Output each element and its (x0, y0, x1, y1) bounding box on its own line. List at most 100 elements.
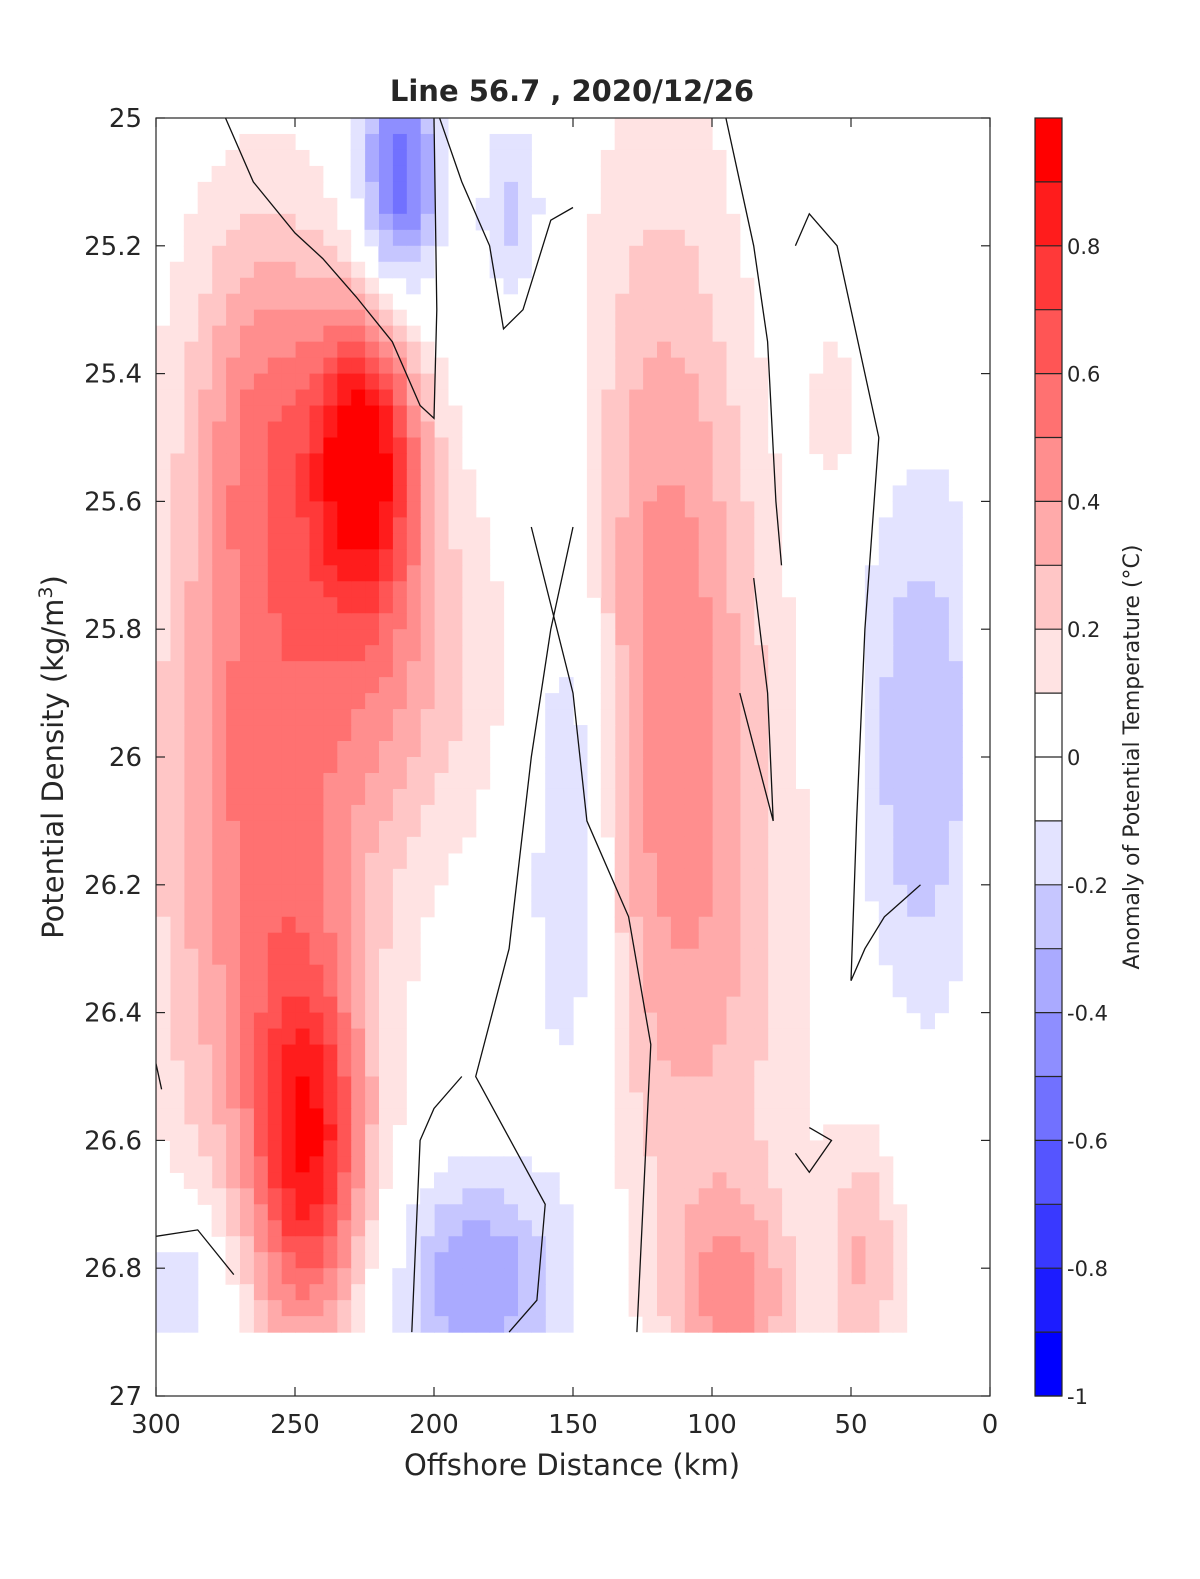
field-cell (364, 1028, 379, 1046)
field-cell (392, 1044, 407, 1062)
field-cell (670, 820, 685, 838)
field-cell (239, 325, 254, 343)
field-cell (364, 1012, 379, 1030)
x-tick-label: 100 (687, 1410, 737, 1440)
field-cell (670, 964, 685, 982)
field-cell (573, 916, 588, 934)
field-cell (614, 565, 630, 582)
field-cell (642, 916, 657, 934)
field-cell (767, 517, 783, 534)
field-cell (211, 741, 227, 758)
field-cell (698, 1316, 713, 1333)
field-cell (586, 437, 602, 455)
x-tick-label: 50 (834, 1410, 867, 1440)
field-cell (406, 820, 421, 838)
field-cell (434, 165, 449, 183)
field-cell (489, 1284, 505, 1301)
field-cell (253, 1300, 268, 1317)
field-cell (378, 836, 393, 854)
field-cell (295, 868, 310, 886)
field-cell (656, 197, 671, 215)
field-cell (628, 1236, 644, 1253)
field-cell (656, 501, 671, 518)
field-cell (684, 341, 699, 359)
field-cell (392, 373, 407, 391)
field-cell (753, 453, 769, 471)
field-cell (614, 964, 630, 982)
field-cell (698, 549, 713, 566)
field-cell (406, 581, 421, 598)
field-cell (906, 964, 922, 982)
field-cell (614, 437, 630, 455)
field-cell (253, 533, 268, 550)
field-cell (406, 804, 421, 822)
field-cell (656, 1076, 671, 1094)
field-cell (322, 197, 338, 215)
field-cell (350, 1124, 366, 1141)
field-cell (183, 309, 199, 327)
field-cell (906, 980, 922, 998)
field-cell (156, 373, 171, 391)
field-cell (281, 453, 296, 471)
field-cell (725, 229, 741, 247)
field-cell (725, 517, 741, 534)
field-cell (656, 1300, 671, 1317)
field-cell (670, 597, 685, 614)
field-cell (712, 1188, 727, 1205)
field-cell (336, 1092, 352, 1110)
field-cell (447, 1220, 463, 1237)
field-cell (725, 1060, 741, 1078)
field-cell (322, 788, 338, 806)
field-cell (447, 804, 463, 822)
field-cell (739, 421, 755, 439)
field-cell (739, 613, 755, 630)
field-cell (628, 741, 644, 758)
field-cell (281, 788, 296, 806)
field-cell (781, 1316, 796, 1333)
field-cell (420, 677, 435, 694)
field-cell (156, 996, 171, 1014)
field-cell (573, 980, 588, 998)
field-cell (267, 613, 282, 630)
field-cell (767, 645, 783, 662)
field-cell (503, 1204, 518, 1221)
field-cell (211, 725, 227, 742)
field-cell (211, 1060, 227, 1078)
field-cell (378, 661, 393, 678)
field-cell (864, 1156, 880, 1173)
field-cell (614, 1172, 630, 1189)
field-cell (434, 1268, 449, 1285)
field-cell (739, 741, 755, 758)
field-cell (837, 1268, 852, 1285)
field-cell (336, 1284, 352, 1301)
field-cell (364, 868, 379, 886)
field-cell (406, 900, 421, 918)
field-cell (503, 229, 518, 247)
field-cell (225, 1012, 240, 1030)
field-cell (934, 709, 949, 726)
field-cell (295, 341, 310, 359)
field-cell (725, 741, 741, 758)
field-cell (586, 341, 602, 359)
field-cell (434, 868, 449, 886)
field-cell (739, 932, 755, 950)
field-cell (864, 629, 880, 646)
field-cell (864, 1140, 880, 1157)
field-cell (378, 357, 393, 375)
field-cell (183, 709, 199, 726)
field-cell (295, 709, 310, 726)
field-cell (211, 980, 227, 998)
field-cell (864, 565, 880, 582)
field-cell (239, 868, 254, 886)
field-cell (712, 421, 727, 439)
field-cell (614, 1092, 630, 1110)
field-cell (906, 772, 922, 790)
field-cell (364, 1172, 379, 1189)
field-cell (934, 485, 949, 502)
field-cell (447, 757, 463, 774)
field-cell (156, 581, 171, 598)
field-cell (420, 597, 435, 614)
field-cell (392, 996, 407, 1014)
field-cell (489, 581, 505, 598)
field-cell (406, 165, 421, 183)
